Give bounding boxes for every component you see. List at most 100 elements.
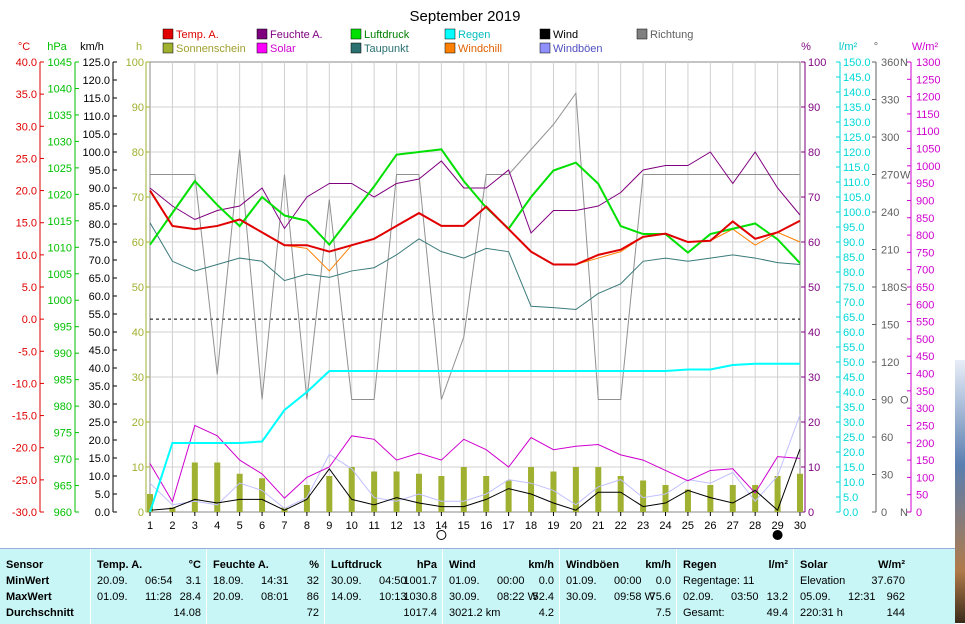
temp-axis-tick-label: 40.0	[16, 57, 37, 69]
stats-row-cell: 7.5	[655, 607, 671, 619]
stats-row-cell: 14.09.	[331, 591, 362, 603]
stats-row-label-cell: MaxWert	[6, 591, 52, 603]
sunshine-bar	[147, 494, 153, 512]
temp-axis-tick-label: 30.0	[16, 121, 37, 133]
sunshine-bar	[191, 462, 198, 512]
humidity-line	[149, 151, 801, 234]
deg-axis-tick-label: 90	[881, 395, 893, 407]
x-tick-label: 21	[592, 520, 604, 532]
stats-row-label: Durchschnitt	[6, 606, 84, 621]
statistics-panel: Sensor MinWert MaxWert Durchschnitt Temp. A.…	[0, 548, 955, 624]
rain-axis-tick-label: 25.0	[843, 432, 864, 444]
stats-header-cell: %	[309, 559, 319, 571]
stats-row: Regentage: 11	[683, 574, 788, 589]
legend-label: Sonnenschein	[176, 43, 246, 55]
temp-axis-tick-label: 15.0	[16, 218, 37, 230]
deg-axis-tick-label: 150	[881, 320, 899, 332]
stats-header-cell: Luftdruck	[331, 559, 382, 571]
sunshine-bar	[169, 507, 176, 512]
stats-row-cell: 32	[306, 575, 319, 587]
stats-row-cell: 08:01	[261, 591, 289, 603]
gust-line	[149, 414, 801, 509]
deg-axis-tick-label: 0	[881, 507, 887, 519]
rain-axis-tick-label: 105.0	[843, 192, 871, 204]
solar-axis-tick-label: 500	[916, 334, 934, 346]
x-tick-label: 8	[304, 520, 310, 532]
solar-axis-tick-label: 950	[916, 178, 934, 190]
legend-swatch	[350, 28, 362, 40]
kmh-axis-tick-label: 35.0	[89, 381, 110, 393]
solar-axis-tick-label: 250	[916, 420, 934, 432]
kmh-axis-tick-label: 5.0	[95, 489, 110, 501]
x-tick-label: 24	[659, 520, 671, 532]
hpa-axis-tick-label: 1030	[48, 136, 72, 148]
legend-label: Wind	[553, 29, 578, 41]
stats-row-cell: 1001.7	[403, 575, 437, 587]
sunshine-bar	[774, 476, 781, 512]
solar-axis-tick-label: 650	[916, 282, 934, 294]
hpa-axis-tick-label: 1040	[48, 83, 72, 95]
stats-row-cell: 00:00	[614, 575, 642, 587]
stats-row-cell: 01.09.	[97, 591, 128, 603]
chart-title: September 2019	[410, 8, 521, 25]
solar-axis-tick-label: 350	[916, 386, 934, 398]
stats-row: 30.09. 04:50 1001.7	[331, 574, 437, 589]
rain-axis-tick-label: 85.0	[843, 252, 864, 264]
rain-axis-tick-label: 100.0	[843, 207, 871, 219]
stats-column-rain: Regen l/m² Regentage: 11 02.09. 03:50 13.2 Ges…	[676, 549, 794, 624]
deg-axis-tick-label: 360	[881, 57, 899, 69]
sunshine-bar	[438, 476, 445, 512]
x-tick-label: 22	[615, 520, 627, 532]
stats-row-cell: 14:31	[261, 575, 289, 587]
stats-column-hum: Feuchte A.% 18.09. 14:31 32 20.09. 08:01 86 72	[206, 549, 325, 624]
hpa-axis-tick-label: 1035	[48, 110, 72, 122]
stats-header-cell: Feuchte A.	[213, 559, 269, 571]
rain-axis-tick-label: 55.0	[843, 342, 864, 354]
sunshine-bar	[640, 480, 647, 512]
stats-header: Regen l/m²	[683, 558, 788, 573]
stats-row: 30.09. 08:22 W 52.4	[449, 590, 554, 605]
kmh-axis-tick-label: 40.0	[89, 363, 110, 375]
x-tick-label: 16	[480, 520, 492, 532]
hpa-axis-tick-label: 970	[54, 454, 72, 466]
moon-phase-icon	[436, 530, 447, 540]
deg-axis-tick-label: 60	[881, 432, 893, 444]
stats-row: 14.09. 10:13 1030.8	[331, 590, 437, 605]
temp-unit-label: °C	[18, 41, 30, 53]
stats-row-cell: 0.0	[538, 575, 554, 587]
stats-row: 1017.4	[331, 606, 437, 621]
solar-axis-tick-label: 450	[916, 351, 934, 363]
stats-row-cell: 00:00	[497, 575, 525, 587]
direction-line	[150, 91, 800, 400]
pct-axis-tick-label: 10	[808, 462, 820, 474]
stats-row-cell: Elevation	[800, 575, 846, 587]
stats-header-cell: hPa	[416, 559, 437, 571]
solar-axis-tick-label: 1300	[916, 57, 940, 69]
rain-axis-tick-label: 5.0	[843, 492, 858, 504]
stats-column-wind: Wind km/h 01.09. 00:00 0.0 30.09. 08:22 W 52.4 3…	[442, 549, 560, 624]
solar-axis-tick-label: 150	[916, 455, 934, 467]
rain-axis-tick-label: 10.0	[843, 477, 864, 489]
legend-label: Feuchte A.	[270, 29, 323, 41]
x-tick-label: 26	[704, 520, 716, 532]
hpa-axis-tick-label: 1045	[48, 57, 72, 69]
x-tick-label: 4	[214, 520, 220, 532]
stats-column-solar: Solar W/m² Elevation 37.670 05.09. 12:31 962 22…	[793, 549, 911, 624]
stats-header-cell: km/h	[528, 559, 554, 571]
legend-swatch	[444, 42, 456, 54]
kmh-axis-tick-label: 125.0	[82, 57, 110, 69]
stats-row-cell: 08:22 W	[497, 591, 538, 603]
stats-header-cell: W/m²	[878, 559, 905, 571]
sunshine-bar	[528, 467, 535, 512]
stats-row: Gesamt: 49.4	[683, 606, 788, 621]
h-axis-tick-label: 100	[126, 57, 144, 69]
stats-header-cell: Windböen	[566, 559, 620, 571]
solar-axis-tick-label: 1050	[916, 144, 940, 156]
stats-row-cell: 962	[886, 591, 905, 603]
temp-axis-tick-label: -20.0	[12, 443, 37, 455]
rain-axis-tick-label: 145.0	[843, 72, 871, 84]
temp-axis-tick-label: -15.0	[12, 411, 37, 423]
kmh-axis-tick-label: 70.0	[89, 255, 110, 267]
stats-row-cell: 13.2	[766, 591, 788, 603]
